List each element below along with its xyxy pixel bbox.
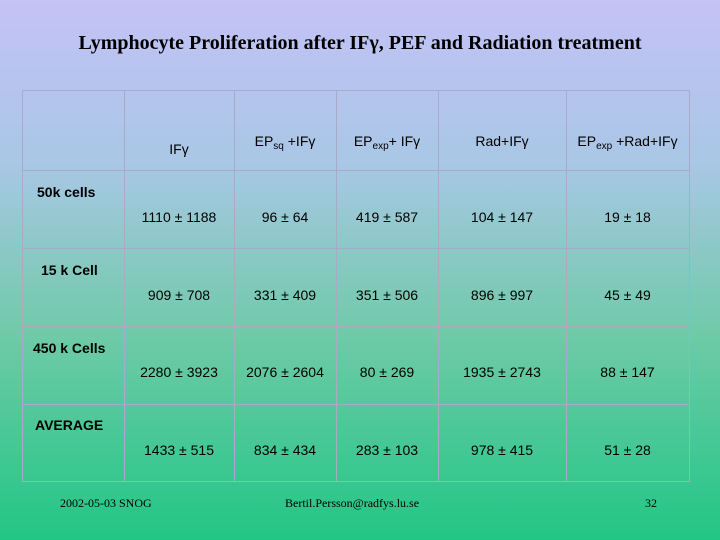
grid-hline bbox=[23, 170, 689, 171]
table-cell: 896 ± 997 bbox=[470, 287, 534, 303]
row-label: 450 k Cells bbox=[33, 340, 106, 356]
grid-vline bbox=[336, 91, 337, 481]
table-cell: 1935 ± 2743 bbox=[463, 364, 541, 380]
footer-date: 2002-05-03 SNOG bbox=[60, 496, 152, 510]
table-cell: 19 ± 18 bbox=[604, 209, 651, 225]
table-cell: 2076 ± 2604 bbox=[246, 364, 324, 380]
table-cell: 834 ± 434 bbox=[253, 442, 317, 458]
row-label: AVERAGE bbox=[35, 417, 104, 433]
table-cell: 45 ± 49 bbox=[604, 287, 651, 303]
table-cell: 1110 ± 1188 bbox=[141, 209, 217, 225]
grid-hline bbox=[23, 326, 689, 327]
table-cell: 88 ± 147 bbox=[600, 364, 655, 380]
footer-page-number: 32 bbox=[645, 496, 657, 510]
table-cell: 331 ± 409 bbox=[253, 287, 317, 303]
table-cell: 283 ± 103 bbox=[355, 442, 419, 458]
grid-hline bbox=[23, 248, 689, 249]
grid-hline bbox=[23, 404, 689, 405]
grid-vline bbox=[124, 91, 125, 481]
results-table: IFγ EPsq +IFγ EPexp+ IFγ Rad+IFγ EPexp +… bbox=[22, 90, 690, 482]
grid-vline bbox=[566, 91, 567, 481]
slide-title: Lymphocyte Proliferation after IFγ, PEF … bbox=[78, 32, 642, 54]
header-cell: EPexp +Rad+IFγ bbox=[577, 133, 678, 152]
row-label: 15 k Cell bbox=[41, 262, 98, 278]
table-cell: 978 ± 415 bbox=[470, 442, 534, 458]
table-cell: 104 ± 147 bbox=[470, 209, 534, 225]
header-cell: EPexp+ IFγ bbox=[353, 133, 421, 152]
table-cell: 909 ± 708 bbox=[147, 287, 211, 303]
row-label: 50k cells bbox=[37, 184, 96, 200]
grid-vline bbox=[234, 91, 235, 481]
footer-email: Bertil.Persson@radfys.lu.se bbox=[285, 496, 420, 510]
table-cell: 351 ± 506 bbox=[355, 287, 419, 303]
table-cell: 419 ± 587 bbox=[355, 209, 419, 225]
table-cell: 2280 ± 3923 bbox=[140, 364, 218, 380]
grid-vline bbox=[438, 91, 439, 481]
header-cell: IFγ bbox=[169, 141, 189, 157]
table-cell: 80 ± 269 bbox=[359, 364, 415, 380]
table-cell: 96 ± 64 bbox=[261, 209, 309, 225]
table-cell: 1433 ± 515 bbox=[144, 442, 214, 458]
header-cell: EPsq +IFγ bbox=[254, 133, 316, 152]
table-cell: 51 ± 28 bbox=[604, 442, 651, 458]
header-cell: Rad+IFγ bbox=[475, 133, 529, 149]
